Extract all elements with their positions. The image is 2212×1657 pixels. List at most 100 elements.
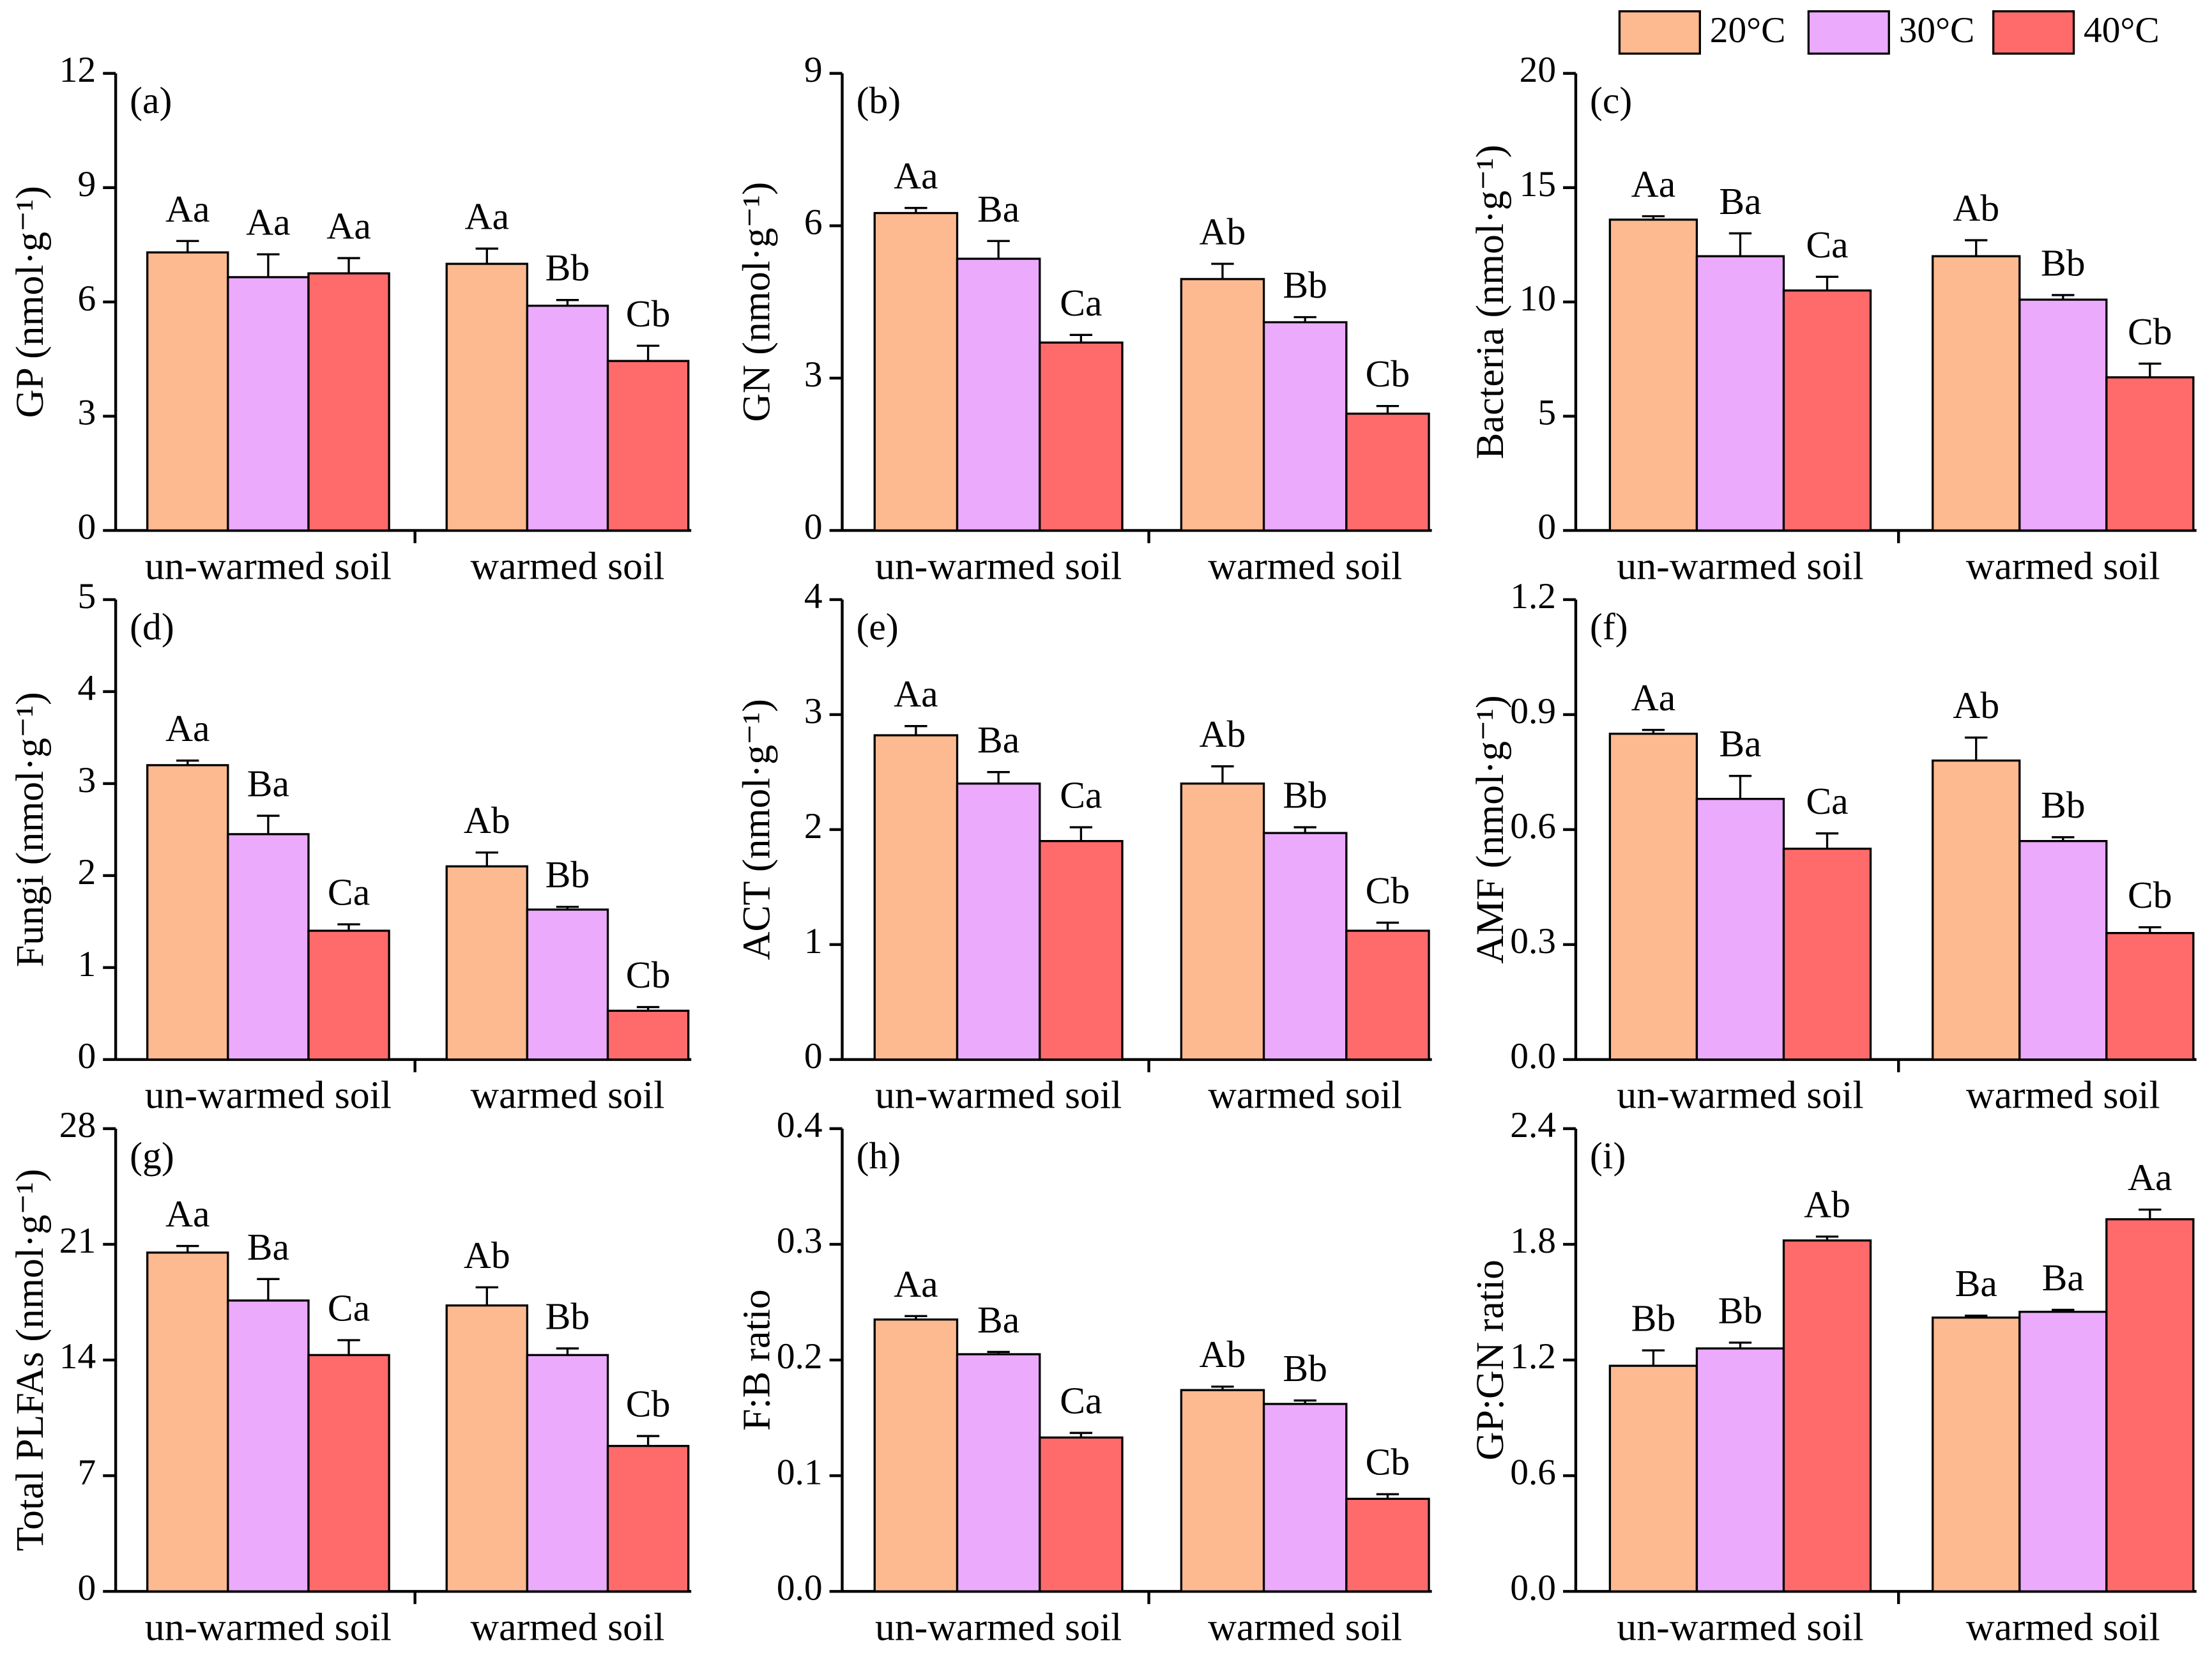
value-label: Bb bbox=[1718, 1289, 1763, 1331]
x-tick-label: un-warmed soil bbox=[145, 544, 392, 588]
bar bbox=[956, 783, 1041, 1061]
value-label: Ca bbox=[1060, 774, 1102, 816]
bar bbox=[873, 211, 959, 532]
value-label: Aa bbox=[165, 1193, 210, 1235]
legend-swatch bbox=[1992, 10, 2075, 55]
x-tick-label: un-warmed soil bbox=[1617, 544, 1863, 588]
y-axis-label: Fungi (nmol·g⁻¹) bbox=[8, 692, 52, 967]
bar bbox=[1608, 218, 1698, 532]
error-bar bbox=[2139, 362, 2162, 378]
error-bar bbox=[1293, 316, 1316, 323]
value-label: Ab bbox=[1200, 211, 1246, 253]
error-bar bbox=[2139, 1208, 2162, 1219]
value-label: Bb bbox=[545, 247, 590, 289]
bar bbox=[526, 908, 609, 1061]
error-bar bbox=[556, 299, 579, 306]
bar bbox=[1932, 1317, 2021, 1592]
error-bar bbox=[636, 1435, 660, 1446]
error-bar bbox=[2139, 926, 2162, 933]
y-tick-label: 1.8 bbox=[1510, 1221, 1556, 1261]
y-tick-label: 10 bbox=[1520, 279, 1556, 319]
y-axis-label: Total PLFAs (nmol·g⁻¹) bbox=[8, 1169, 52, 1552]
bar bbox=[1782, 1239, 1872, 1592]
panel: 0 1 2 3 4 (e) ACT (nmol·g⁻¹) un-warmed soil Aa Ba… bbox=[735, 576, 1432, 1117]
bar bbox=[526, 304, 609, 532]
y-tick-label: 7 bbox=[77, 1452, 96, 1492]
bar bbox=[2018, 839, 2108, 1061]
y-tick-label: 5 bbox=[1537, 393, 1556, 433]
x-tick-label: un-warmed soil bbox=[1617, 1074, 1863, 1117]
bar bbox=[307, 1354, 390, 1592]
y-tick-label: 21 bbox=[59, 1221, 96, 1261]
y-tick-label: 9 bbox=[804, 50, 823, 90]
error-bar bbox=[176, 760, 199, 765]
y-tick-label: 0.3 bbox=[1510, 921, 1556, 961]
bar bbox=[227, 833, 310, 1061]
x-tick-label: warmed soil bbox=[470, 1605, 664, 1649]
y-tick-label: 4 bbox=[77, 668, 96, 708]
error-bar bbox=[1069, 826, 1093, 841]
value-label: Ba bbox=[977, 1299, 1019, 1341]
y-axis-label: Bacteria (nmol·g⁻¹) bbox=[1468, 144, 1512, 459]
panel: 0 1 2 3 4 5 (d) Fungi (nmol·g⁻¹) un-warmed soil A… bbox=[8, 576, 692, 1117]
x-tick-label: un-warmed soil bbox=[875, 1074, 1122, 1117]
y-tick-label: 0.0 bbox=[1510, 1036, 1556, 1076]
y-tick-label: 0.4 bbox=[777, 1105, 823, 1145]
error-bar bbox=[1211, 1386, 1234, 1391]
x-tick-label: un-warmed soil bbox=[145, 1605, 392, 1649]
bar bbox=[1695, 255, 1785, 532]
panel: 0 3 6 9 (b) GN (nmol·g⁻¹) un-warmed soil Aa Ba Ca… bbox=[735, 50, 1432, 588]
error-bar bbox=[904, 725, 927, 736]
bar bbox=[146, 764, 229, 1061]
error-bar bbox=[2052, 836, 2075, 841]
value-label: Ca bbox=[328, 871, 370, 913]
bar bbox=[1695, 798, 1785, 1061]
y-tick-label: 9 bbox=[77, 164, 96, 204]
value-label: Ca bbox=[1060, 1380, 1102, 1422]
value-label: Cb bbox=[626, 1383, 671, 1425]
y-tick-label: 0.0 bbox=[777, 1568, 823, 1608]
error-bar bbox=[2052, 294, 2075, 300]
bar bbox=[1345, 1497, 1430, 1592]
error-bar bbox=[987, 240, 1010, 259]
value-label: Ab bbox=[1953, 684, 1999, 726]
x-tick-label: warmed soil bbox=[1966, 1074, 2160, 1117]
y-tick-label: 15 bbox=[1520, 164, 1556, 204]
error-bar bbox=[1815, 832, 1839, 849]
y-axis-label: GP (nmol·g⁻¹) bbox=[8, 186, 52, 418]
value-label: Bb bbox=[545, 1295, 590, 1337]
value-label: Bb bbox=[545, 853, 590, 896]
error-bar bbox=[556, 905, 579, 910]
error-bar bbox=[987, 771, 1010, 784]
panel-label: (d) bbox=[130, 606, 174, 648]
legend-label: 20°C bbox=[1710, 10, 1786, 50]
bar bbox=[1039, 341, 1124, 532]
error-bar bbox=[475, 247, 498, 264]
y-tick-label: 0.1 bbox=[777, 1452, 823, 1492]
y-axis-label: GP:GN ratio bbox=[1468, 1260, 1512, 1460]
y-tick-label: 28 bbox=[59, 1105, 96, 1145]
bar bbox=[1180, 278, 1265, 532]
error-bar bbox=[1376, 921, 1400, 931]
error-bar bbox=[1642, 1349, 1665, 1366]
bar bbox=[307, 272, 390, 532]
bar bbox=[307, 929, 390, 1061]
y-tick-label: 3 bbox=[804, 691, 823, 731]
error-bar bbox=[176, 1244, 199, 1253]
value-label: Ba bbox=[977, 188, 1019, 230]
bar bbox=[1345, 412, 1430, 532]
y-tick-label: 1.2 bbox=[1510, 1336, 1556, 1377]
bar bbox=[873, 1318, 959, 1592]
legend-label: 40°C bbox=[2084, 10, 2160, 50]
value-label: Ab bbox=[464, 1234, 510, 1276]
value-label: Ab bbox=[1200, 713, 1246, 755]
error-bar bbox=[257, 814, 280, 834]
bar bbox=[2105, 1218, 2195, 1592]
value-label: Aa bbox=[1631, 163, 1676, 205]
value-label: Bb bbox=[1283, 1347, 1327, 1389]
error-bar bbox=[987, 1350, 1010, 1355]
panel: 0 3 6 9 12 (a) GP (nmol·g⁻¹) un-warmed soil Aa Aa… bbox=[8, 50, 692, 588]
y-tick-label: 0.3 bbox=[777, 1221, 823, 1261]
panel-label: (b) bbox=[857, 79, 901, 121]
value-label: Aa bbox=[894, 155, 938, 197]
